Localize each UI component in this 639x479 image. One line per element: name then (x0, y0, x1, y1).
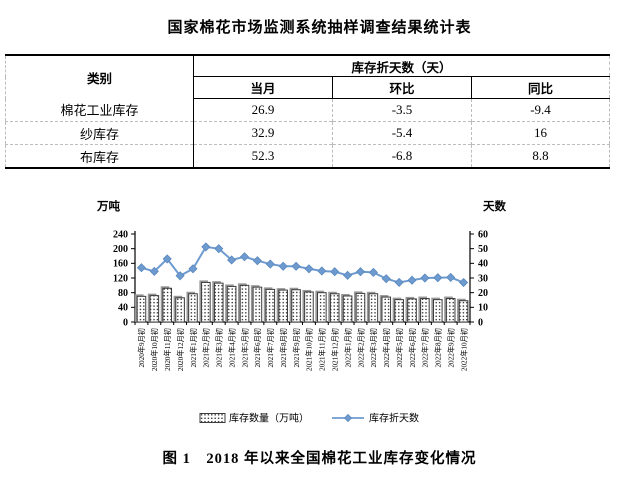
value-mom: -3.5 (332, 98, 472, 122)
svg-text:40: 40 (118, 303, 128, 314)
svg-text:0: 0 (123, 317, 128, 328)
row-label: 棉花工业库存 (5, 98, 194, 122)
value-yoy: -9.4 (471, 98, 610, 122)
svg-text:2021年7月初: 2021年7月初 (266, 328, 275, 368)
svg-text:80: 80 (118, 288, 128, 299)
stats-table: 类别 库存折天数（天） 当月 环比 同比 棉花工业库存 26.9 -3.5 -9… (5, 54, 610, 169)
value-current: 26.9 (251, 102, 275, 117)
inventory-chart: 万吨 天数 0 40 80 120 160 200 240 0 10 20 30 40 50 60 2020年9… (95, 196, 520, 438)
svg-text:10: 10 (478, 303, 488, 314)
value-mom: -5.4 (332, 121, 472, 145)
svg-text:40: 40 (478, 259, 488, 270)
svg-text:2021年11月初: 2021年11月初 (318, 328, 327, 371)
svg-text:2022年2月初: 2022年2月初 (356, 328, 365, 368)
svg-text:2021年6月初: 2021年6月初 (253, 328, 262, 368)
svg-text:50: 50 (478, 244, 488, 255)
row-label: 纱库存 (5, 121, 194, 145)
inventory-chart-svg: 万吨 天数 0 40 80 120 160 200 240 0 10 20 30 40 50 60 2020年9… (96, 199, 506, 425)
svg-text:0: 0 (478, 317, 483, 328)
x-axis-labels: 2020年9月初 2020年10月初 2020年11月初 2020年12月初 2021年… (137, 328, 468, 371)
svg-text:240: 240 (113, 229, 128, 240)
svg-text:万吨: 万吨 (96, 199, 120, 213)
line-series (136, 242, 469, 288)
svg-text:2022年8月初: 2022年8月初 (434, 328, 443, 368)
svg-text:160: 160 (113, 259, 128, 270)
header-group: 库存折天数（天） (193, 55, 610, 77)
header-mom: 环比 (332, 76, 472, 99)
svg-text:2020年9月初: 2020年9月初 (137, 328, 146, 368)
svg-text:天数: 天数 (483, 199, 506, 213)
chart-legend: 库存数量（万吨） 库存折天数 (199, 412, 419, 425)
svg-text:2021年8月初: 2021年8月初 (279, 328, 288, 368)
svg-text:2022年7月初: 2022年7月初 (421, 328, 430, 368)
header-category: 类别 (5, 55, 194, 99)
svg-text:2021年4月初: 2021年4月初 (227, 328, 236, 368)
svg-text:2020年11月初: 2020年11月初 (163, 328, 172, 371)
svg-text:2021年9月初: 2021年9月初 (292, 328, 301, 368)
svg-text:库存折天数: 库存折天数 (369, 412, 419, 425)
svg-text:2020年12月初: 2020年12月初 (176, 328, 185, 371)
svg-text:2022年10月初: 2022年10月初 (459, 328, 468, 371)
value-mom: -6.8 (332, 144, 472, 168)
svg-text:60: 60 (478, 229, 488, 240)
value-current: 52.3 (193, 144, 333, 168)
svg-text:120: 120 (113, 273, 128, 284)
svg-text:2022年9月初: 2022年9月初 (446, 328, 455, 368)
legend-bar-swatch (199, 413, 226, 423)
table-row-cotton-industrial: 棉花工业库存 26.9 -3.5 -9.4 (5, 98, 610, 122)
svg-text:2022年5月初: 2022年5月初 (395, 328, 404, 368)
header-current: 当月 (193, 76, 333, 99)
svg-text:2021年1月初: 2021年1月初 (189, 328, 198, 368)
svg-text:2022年1月初: 2022年1月初 (343, 328, 352, 368)
header-yoy: 同比 (471, 76, 610, 99)
svg-text:200: 200 (113, 244, 128, 255)
row-label: 布库存 (5, 144, 194, 168)
table-row-yarn: 纱库存 32.9 -5.4 16 (5, 121, 610, 145)
svg-text:2022年3月初: 2022年3月初 (369, 328, 378, 368)
svg-text:库存数量（万吨）: 库存数量（万吨） (229, 412, 309, 425)
svg-text:2021年2月初: 2021年2月初 (202, 328, 211, 368)
svg-text:30: 30 (478, 273, 488, 284)
figure-caption: 图 1 2018 年以来全国棉花工业库存变化情况 (162, 451, 477, 467)
bar-series (134, 280, 469, 323)
value-yoy: 16 (471, 121, 610, 145)
svg-text:2021年12月初: 2021年12月初 (331, 328, 340, 371)
svg-text:2022年6月初: 2022年6月初 (408, 328, 417, 368)
value-yoy: 8.8 (471, 144, 610, 168)
page-title: 国家棉花市场监测系统抽样调查结果统计表 (167, 20, 472, 36)
svg-text:2021年3月初: 2021年3月初 (215, 328, 224, 368)
svg-text:2020年10月初: 2020年10月初 (150, 328, 159, 371)
table-row-fabric: 布库存 52.3 -6.8 8.8 (5, 144, 610, 168)
value-current: 32.9 (193, 121, 333, 145)
svg-text:2021年5月初: 2021年5月初 (240, 328, 249, 368)
svg-text:2022年4月初: 2022年4月初 (382, 328, 391, 368)
svg-text:20: 20 (478, 288, 488, 299)
svg-text:2021年10月初: 2021年10月初 (305, 328, 314, 371)
